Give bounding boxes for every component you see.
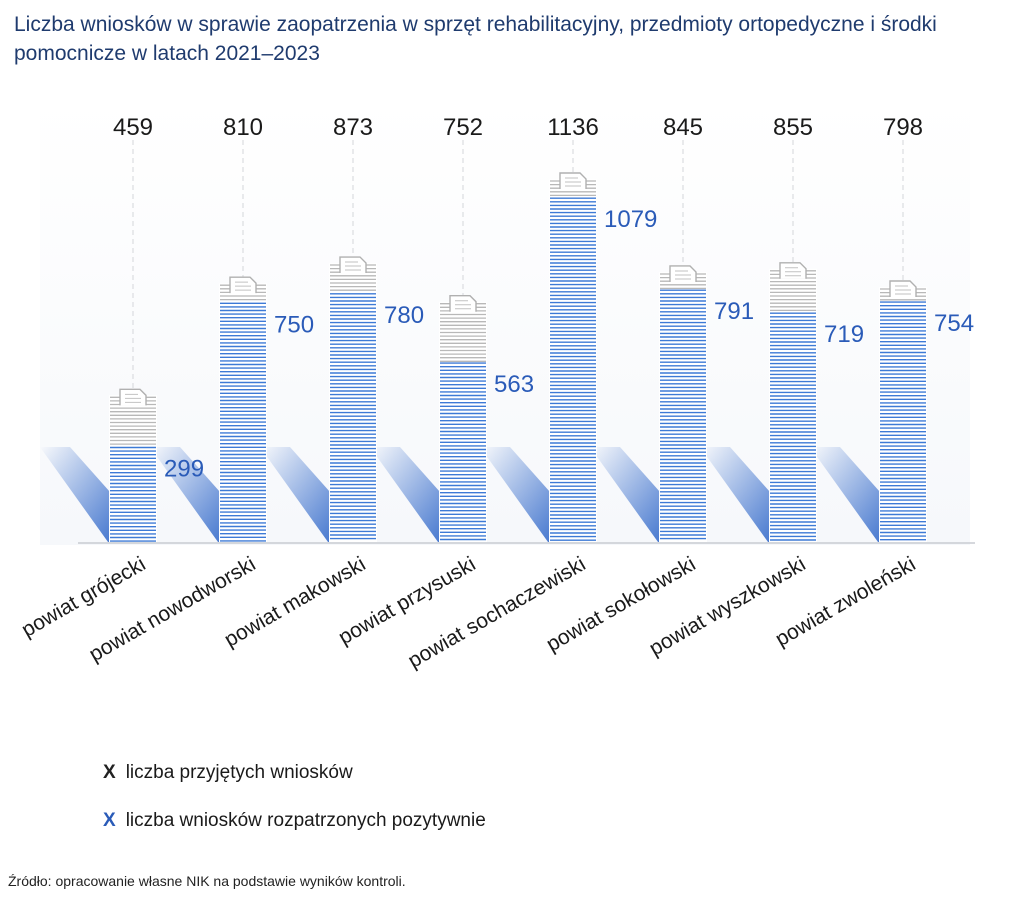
document-icon-lines [675, 270, 691, 280]
bar-shadow [150, 447, 224, 542]
bar-shadow [370, 447, 444, 542]
document-icon-lines [125, 393, 141, 403]
bar-shadow [260, 447, 334, 542]
document-icon [229, 276, 257, 294]
value-label-positive: 791 [714, 298, 754, 325]
bar-shadow [810, 447, 884, 542]
value-label-positive: 563 [494, 371, 534, 398]
value-label-received: 810 [223, 114, 263, 141]
bar-shadow [590, 447, 664, 542]
value-label-received: 459 [113, 114, 153, 141]
document-icon [119, 388, 147, 406]
bar-positive [440, 362, 486, 541]
bar-positive [330, 293, 376, 540]
value-label-received: 798 [883, 114, 923, 141]
value-label-positive: 780 [384, 302, 424, 329]
document-icon [449, 295, 477, 312]
bar-positive [660, 289, 706, 540]
source-note: Źródło: opracowanie własne NIK na podsta… [8, 873, 406, 889]
document-icon-lines [345, 261, 361, 271]
legend-label-received: liczba przyjętych wniosków [125, 762, 353, 783]
bar-backing [439, 301, 487, 542]
bar-backing [219, 283, 267, 542]
bar-positive [220, 302, 266, 542]
document-icon-lines [895, 285, 911, 295]
value-label-received: 873 [333, 114, 373, 141]
bar-shadow [40, 447, 114, 542]
value-label-positive: 299 [164, 455, 204, 482]
value-label-received: 752 [443, 114, 483, 141]
value-label-positive: 1079 [604, 206, 657, 233]
bar-positive [110, 446, 156, 542]
value-label-positive: 750 [274, 311, 314, 338]
bar-shadow [700, 447, 774, 542]
document-icon-lines [785, 267, 801, 277]
chart-title: Liczba wniosków w sprawie zaopatrzenia w… [14, 13, 937, 65]
document-icon [779, 262, 807, 279]
legend-label-positive: liczba wniosków rozpatrzonych pozytywnie [125, 810, 486, 831]
bar-positive [880, 301, 926, 541]
document-icon [889, 280, 917, 298]
category-label: powiat sochaczewiski [404, 552, 589, 672]
legend-marker-received: X [103, 762, 116, 783]
bar-shadow [480, 447, 554, 542]
value-label-positive: 719 [824, 321, 864, 348]
bar-positive [770, 312, 816, 541]
document-icon-lines [235, 281, 251, 291]
value-label-positive: 754 [934, 310, 974, 337]
document-icon [559, 172, 587, 189]
value-label-received: 845 [663, 114, 703, 141]
document-icon [339, 256, 367, 274]
document-icon [669, 265, 697, 282]
value-label-received: 1136 [547, 114, 599, 141]
bar-positive [550, 197, 596, 541]
value-label-received: 855 [773, 114, 813, 141]
bar-backing [659, 271, 707, 542]
document-icon-lines [455, 300, 471, 310]
legend-marker-positive: X [103, 810, 116, 831]
document-icon-lines [565, 177, 581, 187]
